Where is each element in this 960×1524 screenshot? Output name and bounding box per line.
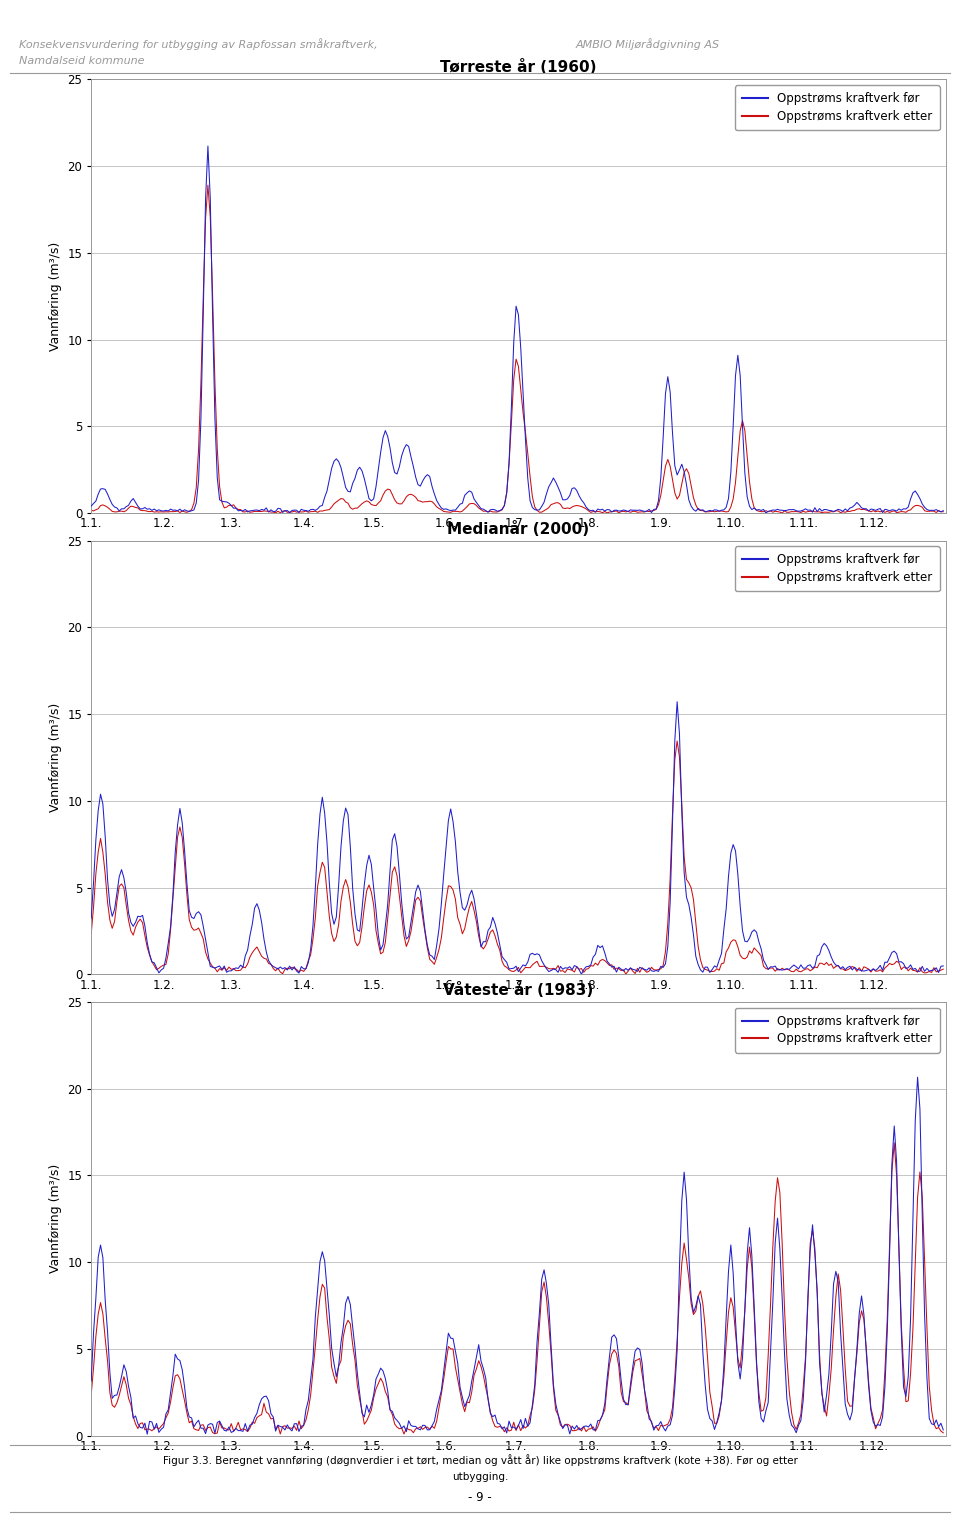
Title: Våteste år (1983): Våteste år (1983) — [444, 981, 593, 998]
Y-axis label: Vannføring (m³/s): Vannføring (m³/s) — [49, 241, 61, 351]
Text: AMBIO Miljørådgivning AS: AMBIO Miljørådgivning AS — [576, 38, 720, 50]
Y-axis label: Vannføring (m³/s): Vannføring (m³/s) — [49, 1164, 61, 1274]
Title: Tørreste år (1960): Tørreste år (1960) — [440, 59, 597, 75]
Text: Namdalseid kommune: Namdalseid kommune — [19, 56, 145, 67]
Legend: Oppstrøms kraftverk før, Oppstrøms kraftverk etter: Oppstrøms kraftverk før, Oppstrøms kraft… — [734, 547, 940, 591]
Text: - 9 -: - 9 - — [468, 1490, 492, 1504]
Text: utbygging.: utbygging. — [452, 1472, 508, 1483]
Title: Medianår (2000): Medianår (2000) — [447, 521, 589, 536]
Legend: Oppstrøms kraftverk før, Oppstrøms kraftverk etter: Oppstrøms kraftverk før, Oppstrøms kraft… — [734, 85, 940, 130]
Text: Figur 3.3. Beregnet vannføring (døgnverdier i et tørt, median og vått år) like o: Figur 3.3. Beregnet vannføring (døgnverd… — [162, 1454, 798, 1466]
Y-axis label: Vannføring (m³/s): Vannføring (m³/s) — [49, 703, 61, 812]
Legend: Oppstrøms kraftverk før, Oppstrøms kraftverk etter: Oppstrøms kraftverk før, Oppstrøms kraft… — [734, 1007, 940, 1053]
Text: Konsekvensvurdering for utbygging av Rapfossan småkraftverk,: Konsekvensvurdering for utbygging av Rap… — [19, 38, 378, 50]
